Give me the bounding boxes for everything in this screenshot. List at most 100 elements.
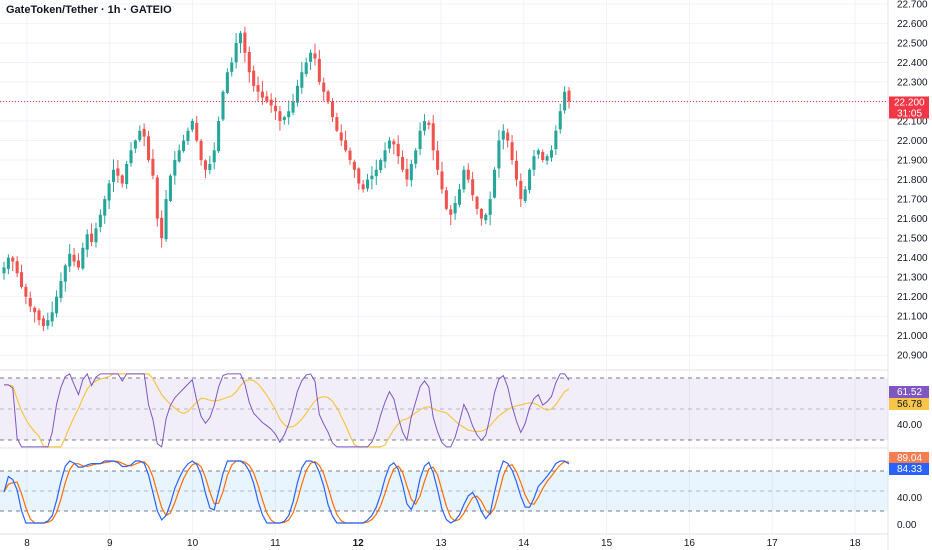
date-tick-label: 12 xyxy=(353,538,365,549)
candle-body xyxy=(466,169,470,180)
candle-body xyxy=(317,58,321,82)
candle-body xyxy=(199,140,203,161)
candle-body xyxy=(449,209,453,215)
candle-body xyxy=(33,307,37,313)
price-tick-label: 22.100 xyxy=(897,117,928,128)
candle-body xyxy=(256,85,260,92)
candle-body xyxy=(475,196,479,209)
candle-body xyxy=(182,140,186,152)
candle-body xyxy=(72,254,76,262)
candle-body xyxy=(344,140,348,151)
candle-body xyxy=(50,312,54,322)
candle-body xyxy=(28,298,32,307)
candle-body xyxy=(265,96,269,102)
stoch-d-badge xyxy=(889,463,929,475)
candle-body xyxy=(274,105,278,112)
candle-body xyxy=(414,150,418,164)
rsi-ma-badge xyxy=(889,398,929,410)
candle-body xyxy=(160,217,164,239)
candle-body xyxy=(221,91,225,120)
candle-body xyxy=(339,132,343,141)
candle-body xyxy=(514,160,518,180)
candle-body xyxy=(335,117,339,131)
candle-body xyxy=(94,228,98,243)
candle-body xyxy=(440,171,444,190)
candle-body xyxy=(68,253,72,267)
candle-body xyxy=(41,318,45,326)
date-tick-label: 11 xyxy=(270,538,281,549)
candle-body xyxy=(291,101,295,113)
candle-body xyxy=(230,62,234,72)
candle-body xyxy=(462,169,466,190)
candle-body xyxy=(19,272,24,287)
candle-body xyxy=(55,296,59,314)
candle-body xyxy=(558,111,562,130)
candlestick-series xyxy=(2,26,571,332)
candle-body xyxy=(396,143,400,157)
price-tick-label: 22.500 xyxy=(897,38,928,49)
candle-body xyxy=(409,163,413,181)
candle-body xyxy=(370,175,374,180)
price-tick-label: 21.200 xyxy=(897,292,928,303)
candle-body xyxy=(300,72,304,88)
candle-body xyxy=(422,121,426,131)
candle-body xyxy=(2,267,6,274)
candle-body xyxy=(532,156,536,170)
candle-body xyxy=(418,130,422,150)
date-tick-label: 16 xyxy=(684,538,696,549)
candle-body xyxy=(76,260,80,268)
candle-countdown: 31:05 xyxy=(897,108,922,119)
candle-body xyxy=(519,180,523,200)
candle-body xyxy=(195,122,199,141)
candle-body xyxy=(427,122,431,125)
price-tick-label: 21.800 xyxy=(897,175,928,186)
candle-body xyxy=(238,33,243,44)
candle-body xyxy=(567,90,571,102)
candle-body xyxy=(151,158,155,176)
candle-body xyxy=(243,32,247,53)
candle-body xyxy=(111,169,116,183)
stoch-k-line xyxy=(3,460,570,524)
candle-body xyxy=(497,140,501,169)
price-tick-label: 22.300 xyxy=(897,77,928,88)
candle-body xyxy=(15,261,19,274)
date-tick-label: 17 xyxy=(767,538,779,549)
date-tick-label: 15 xyxy=(601,538,613,549)
candle-body xyxy=(81,247,85,269)
candle-body xyxy=(287,111,291,118)
candle-body xyxy=(313,53,317,59)
candle-body xyxy=(554,130,558,150)
candle-body xyxy=(484,214,488,221)
price-tick-label: 21.700 xyxy=(897,195,928,206)
price-tick-label: 21.300 xyxy=(897,273,928,284)
rsi-ma-value: 56.78 xyxy=(897,399,922,410)
candle-body xyxy=(383,150,387,162)
candle-body xyxy=(147,136,151,161)
candle-body xyxy=(129,150,133,164)
rsi-axis-label: 40.00 xyxy=(897,420,922,431)
date-tick-label: 9 xyxy=(107,538,113,549)
candle-body xyxy=(436,150,440,170)
candle-body xyxy=(63,265,67,282)
rsi-line xyxy=(4,372,570,448)
price-tick-label: 21.100 xyxy=(897,312,928,323)
candle-body xyxy=(431,123,435,151)
candle-body xyxy=(59,281,63,299)
price-tick-label: 20.900 xyxy=(897,351,928,362)
rsi-badge xyxy=(889,386,929,398)
date-tick-label: 13 xyxy=(435,538,447,549)
date-axis: 8 9 10 11 12 13 14 15 16 17 18 xyxy=(24,538,861,549)
candle-body xyxy=(479,209,483,219)
candle-body xyxy=(120,175,124,184)
candle-body xyxy=(177,150,181,162)
candle-body xyxy=(225,72,229,93)
candle-body xyxy=(304,62,308,75)
candle-body xyxy=(247,52,251,73)
candle-body xyxy=(142,128,146,137)
candle-body xyxy=(282,117,286,121)
candle-body xyxy=(11,257,15,262)
candle-body xyxy=(155,177,159,219)
candle-body xyxy=(545,156,549,161)
price-tick-label: 22.400 xyxy=(897,58,928,69)
